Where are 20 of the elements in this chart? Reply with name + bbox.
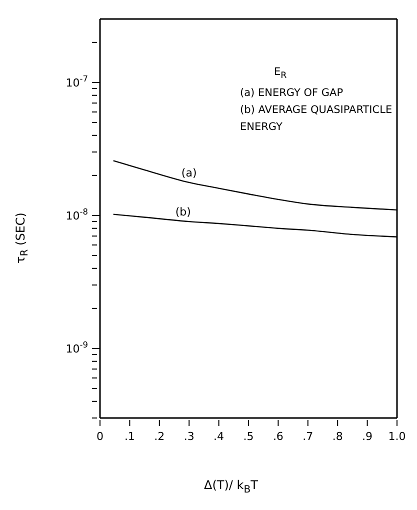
x-tick-label: .3 <box>184 430 194 443</box>
x-tick-label: .6 <box>272 430 284 443</box>
y-tick-label: 10$^{-7}$ <box>66 73 88 90</box>
x-tick-label: .9 <box>362 430 373 443</box>
x-axis-title: Δ(T)/ k$_{B}$T <box>204 478 258 496</box>
y-tick-label: 10$^{-9}$ <box>66 339 88 356</box>
x-tick-label: .1 <box>124 430 135 443</box>
x-tick-label: .2 <box>154 430 165 443</box>
annotation: (a) <box>181 166 197 180</box>
annotation: E$_{R}$ <box>273 65 288 84</box>
x-tick-label: 0 <box>96 430 104 443</box>
x-tick-label: .4 <box>214 430 224 443</box>
annotation: (b) AVERAGE QUASIPARTICLE ENERGY <box>240 103 394 136</box>
x-tick-label: .8 <box>332 430 343 443</box>
annotation: (b) <box>175 206 191 219</box>
annotation: (a) ENERGY OF GAP <box>240 86 344 102</box>
x-tick-label: .5 <box>243 430 254 443</box>
x-tick-label: .7 <box>302 430 314 443</box>
y-tick-label: 10$^{-8}$ <box>66 206 88 222</box>
x-tick-label: 1.0 <box>388 430 406 443</box>
